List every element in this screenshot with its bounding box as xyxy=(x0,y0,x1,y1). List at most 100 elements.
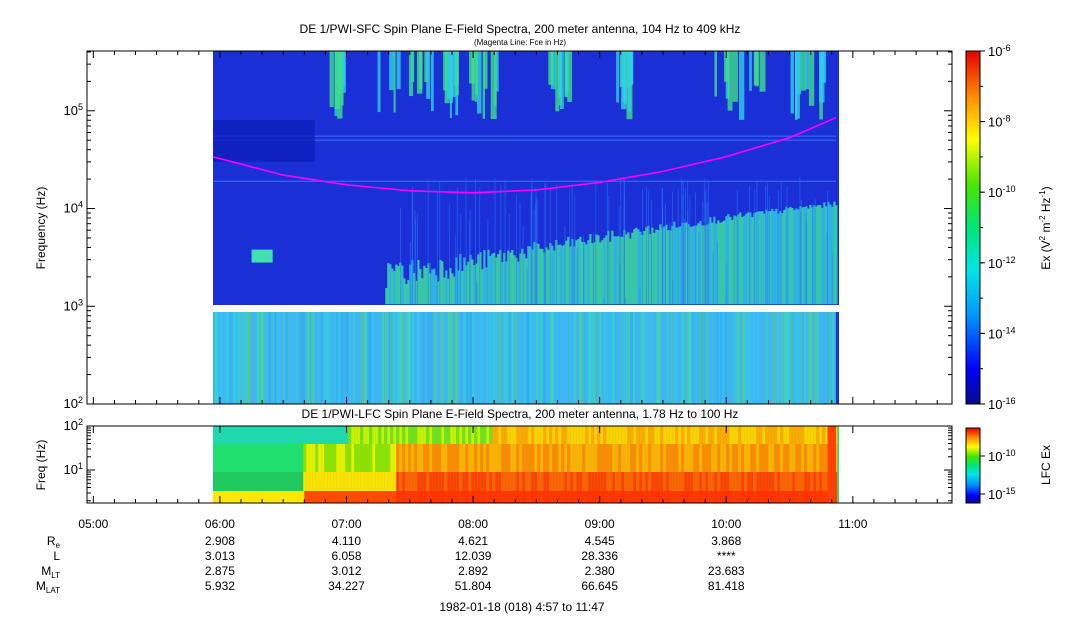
spectrogram-streak xyxy=(443,277,446,305)
spectrogram-streak xyxy=(717,308,720,404)
spectrogram-streak xyxy=(389,308,392,404)
lfc-cell xyxy=(663,472,667,503)
lfc-cell xyxy=(345,444,349,472)
time-tick-label: 11:00 xyxy=(838,517,867,531)
lfc-cell xyxy=(558,426,562,444)
lfc-cell xyxy=(729,426,733,444)
spectrogram-streak xyxy=(311,308,315,404)
lfc-cell xyxy=(711,472,715,503)
lfc-cell xyxy=(342,472,346,503)
lfc-cell xyxy=(264,472,268,503)
lfc-cell xyxy=(561,426,565,444)
spectrogram-streak xyxy=(813,308,817,404)
spectrogram-streak xyxy=(705,191,707,305)
lfc-cell xyxy=(813,472,817,503)
lfc-cell xyxy=(213,472,214,503)
spectrogram-streak xyxy=(467,261,470,305)
spectrogram-streak xyxy=(745,213,748,305)
spectrogram-streak xyxy=(606,182,608,305)
spectrogram-streak xyxy=(802,308,804,404)
spectrogram-streak xyxy=(653,232,656,305)
lfc-cell xyxy=(423,426,427,444)
spectrogram-streak xyxy=(801,207,804,305)
spectrogram-streak xyxy=(401,265,404,305)
spectrogram-streak xyxy=(709,217,712,305)
lfc-cell xyxy=(468,444,472,472)
spectrogram-streak xyxy=(422,308,425,404)
lfc-cell xyxy=(507,444,511,472)
spectrogram-streak xyxy=(698,232,700,305)
spectrogram-streak xyxy=(579,236,582,305)
spectrogram-streak xyxy=(673,308,676,404)
spectrogram-burst xyxy=(732,51,738,102)
spectrogram-streak xyxy=(661,187,663,305)
lfc-cell xyxy=(252,426,256,444)
lfc-cell xyxy=(810,472,814,503)
lfc-cell xyxy=(408,444,412,472)
lfc-cell xyxy=(276,426,280,444)
spectrogram-streak xyxy=(557,308,560,404)
lfc-cell xyxy=(516,444,520,472)
spectrogram-burst xyxy=(627,51,631,112)
lfc-cell xyxy=(417,444,421,472)
lfc-cell xyxy=(825,472,829,503)
spectrogram-burst xyxy=(749,51,752,91)
lfc-cell xyxy=(747,444,751,472)
lfc-cell xyxy=(360,472,364,503)
spectrogram-streak xyxy=(448,308,452,404)
lfc-cell xyxy=(765,426,769,444)
spectrogram-streak xyxy=(538,308,540,404)
lfc-cell xyxy=(384,444,388,472)
lfc-cell xyxy=(702,472,706,503)
spectrogram-streak xyxy=(695,225,698,305)
ephemeris-value: 66.645 xyxy=(581,579,618,593)
spectrogram-streak xyxy=(739,212,742,305)
lfc-cell xyxy=(633,444,637,472)
spectrogram-streak xyxy=(733,308,736,404)
spectrogram-streak xyxy=(371,308,374,404)
lfc-cell xyxy=(372,426,376,444)
lfc-cell xyxy=(525,472,529,503)
lfc-cell xyxy=(795,426,799,444)
spectrogram-burst xyxy=(408,51,414,97)
lfc-cell xyxy=(279,444,283,472)
spectrogram-streak xyxy=(213,308,214,404)
lfc-cell xyxy=(642,472,646,503)
lfc-cell xyxy=(303,426,307,444)
lfc-cell xyxy=(687,472,691,503)
colorbar-tick-label: 10-16 xyxy=(988,396,1016,412)
lfc-cell xyxy=(321,444,325,472)
spectrogram-streak xyxy=(451,273,454,305)
lfc-cell xyxy=(564,444,568,472)
lfc-cell xyxy=(675,426,679,444)
spectrogram-streak xyxy=(237,308,240,404)
lfc-cell xyxy=(681,444,685,472)
lfc-cell xyxy=(414,426,418,444)
spectrogram-streak xyxy=(472,308,476,404)
lfc-cell xyxy=(579,472,583,503)
lfc-cell xyxy=(498,426,502,444)
spectrogram-streak xyxy=(816,308,819,404)
lfc-cell xyxy=(426,444,430,472)
lfc-cell xyxy=(771,472,775,503)
spectrogram-streak xyxy=(234,308,238,404)
lfc-cell xyxy=(225,426,229,444)
spectrogram-streak xyxy=(469,308,472,404)
lfc-cell xyxy=(579,426,583,444)
lfc-cell xyxy=(339,444,343,472)
lfc-cell xyxy=(747,426,751,444)
lfc-cell xyxy=(285,472,289,503)
lfc-cell xyxy=(669,472,673,503)
spectrogram-streak xyxy=(671,191,673,305)
lfc-cell xyxy=(708,426,712,444)
spectrogram-streak xyxy=(565,240,568,305)
lfc-cell xyxy=(765,444,769,472)
lfc-cell xyxy=(249,472,253,503)
lfc-cell xyxy=(690,426,694,444)
spectrogram-streak xyxy=(425,267,428,305)
spectrogram-streak xyxy=(741,217,744,305)
bottom-colorbar-ticks: 10-10 10-15 xyxy=(980,448,1016,502)
top-colorbar-ticks: 10-6 10-8 10-10 10-12 10-14 10-16 xyxy=(980,43,1016,412)
lfc-cell xyxy=(459,472,463,503)
lfc-cell xyxy=(759,444,763,472)
